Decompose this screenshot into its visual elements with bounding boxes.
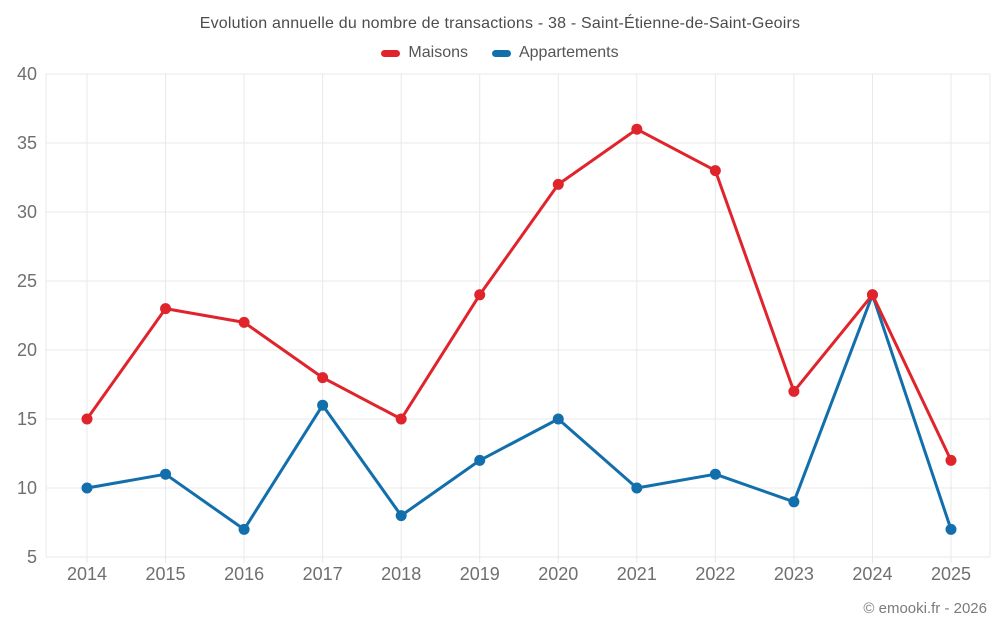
chart-title: Evolution annuelle du nombre de transact…	[199, 15, 801, 32]
legend-label-maisons: Maisons	[408, 44, 468, 61]
x-tick-label: 2015	[146, 564, 186, 584]
maisons-point[interactable]	[160, 303, 172, 315]
maisons-line	[85, 127, 953, 462]
y-tick-label: 40	[17, 64, 37, 84]
legend-item-maisons[interactable]: Maisons	[381, 44, 468, 62]
legend-item-appartements[interactable]: Appartements	[491, 44, 619, 62]
appartements-point[interactable]	[238, 523, 250, 535]
x-tick-label: 2024	[852, 564, 892, 584]
x-tick-label: 2019	[460, 564, 500, 584]
y-tick-label: 35	[17, 133, 37, 153]
x-tick-label: 2023	[774, 564, 814, 584]
maisons-point[interactable]	[631, 123, 643, 135]
x-tick-label: 2017	[303, 564, 343, 584]
maisons-swatch-icon	[381, 49, 401, 57]
appartements-point[interactable]	[945, 523, 957, 535]
appartements-line	[85, 293, 953, 531]
x-tick-label: 2018	[381, 564, 421, 584]
y-tick-label: 25	[17, 271, 37, 291]
legend-label-appartements: Appartements	[518, 44, 619, 61]
appartements-point[interactable]	[474, 454, 486, 466]
x-tick-label: 2025	[931, 564, 971, 584]
maisons-point[interactable]	[945, 454, 957, 466]
legend: Maisons Appartements	[0, 44, 1000, 62]
maisons-point[interactable]	[474, 289, 486, 301]
appartements-point[interactable]	[317, 399, 329, 411]
appartements-point[interactable]	[631, 482, 643, 494]
appartements-swatch-icon	[491, 49, 511, 57]
maisons-point[interactable]	[81, 413, 93, 425]
maisons-point[interactable]	[317, 372, 329, 384]
x-tick-label: 2022	[695, 564, 735, 584]
gridlines	[45, 73, 991, 563]
appartements-point[interactable]	[160, 468, 172, 480]
copyright: © emooki.fr - 2026	[863, 600, 987, 617]
y-tick-label: 15	[17, 409, 37, 429]
maisons-point[interactable]	[788, 385, 800, 397]
maisons-point[interactable]	[552, 178, 564, 190]
maisons-point[interactable]	[395, 413, 407, 425]
x-tick-label: 2014	[67, 564, 107, 584]
x-tick-label: 2021	[617, 564, 657, 584]
maisons-point[interactable]	[866, 289, 878, 301]
appartements-point[interactable]	[552, 413, 564, 425]
y-tick-label: 10	[17, 478, 37, 498]
appartements-point[interactable]	[709, 468, 721, 480]
x-tick-label: 2020	[538, 564, 578, 584]
x-axis-labels: 2014 2015 2016 2017 2018 2019 2020 2021 2022 2023…	[67, 564, 971, 584]
y-tick-label: 30	[17, 202, 37, 222]
x-tick-label: 2016	[224, 564, 264, 584]
maisons-point[interactable]	[238, 316, 250, 328]
appartements-point[interactable]	[395, 510, 407, 522]
maisons-point[interactable]	[709, 165, 721, 177]
y-tick-label: 20	[17, 340, 37, 360]
appartements-point[interactable]	[81, 482, 93, 494]
series-lines	[81, 123, 957, 535]
y-tick-label: 5	[27, 547, 37, 567]
y-axis-labels: 5 10 15 20 25 30 35 40	[17, 64, 37, 567]
appartements-point[interactable]	[788, 496, 800, 508]
